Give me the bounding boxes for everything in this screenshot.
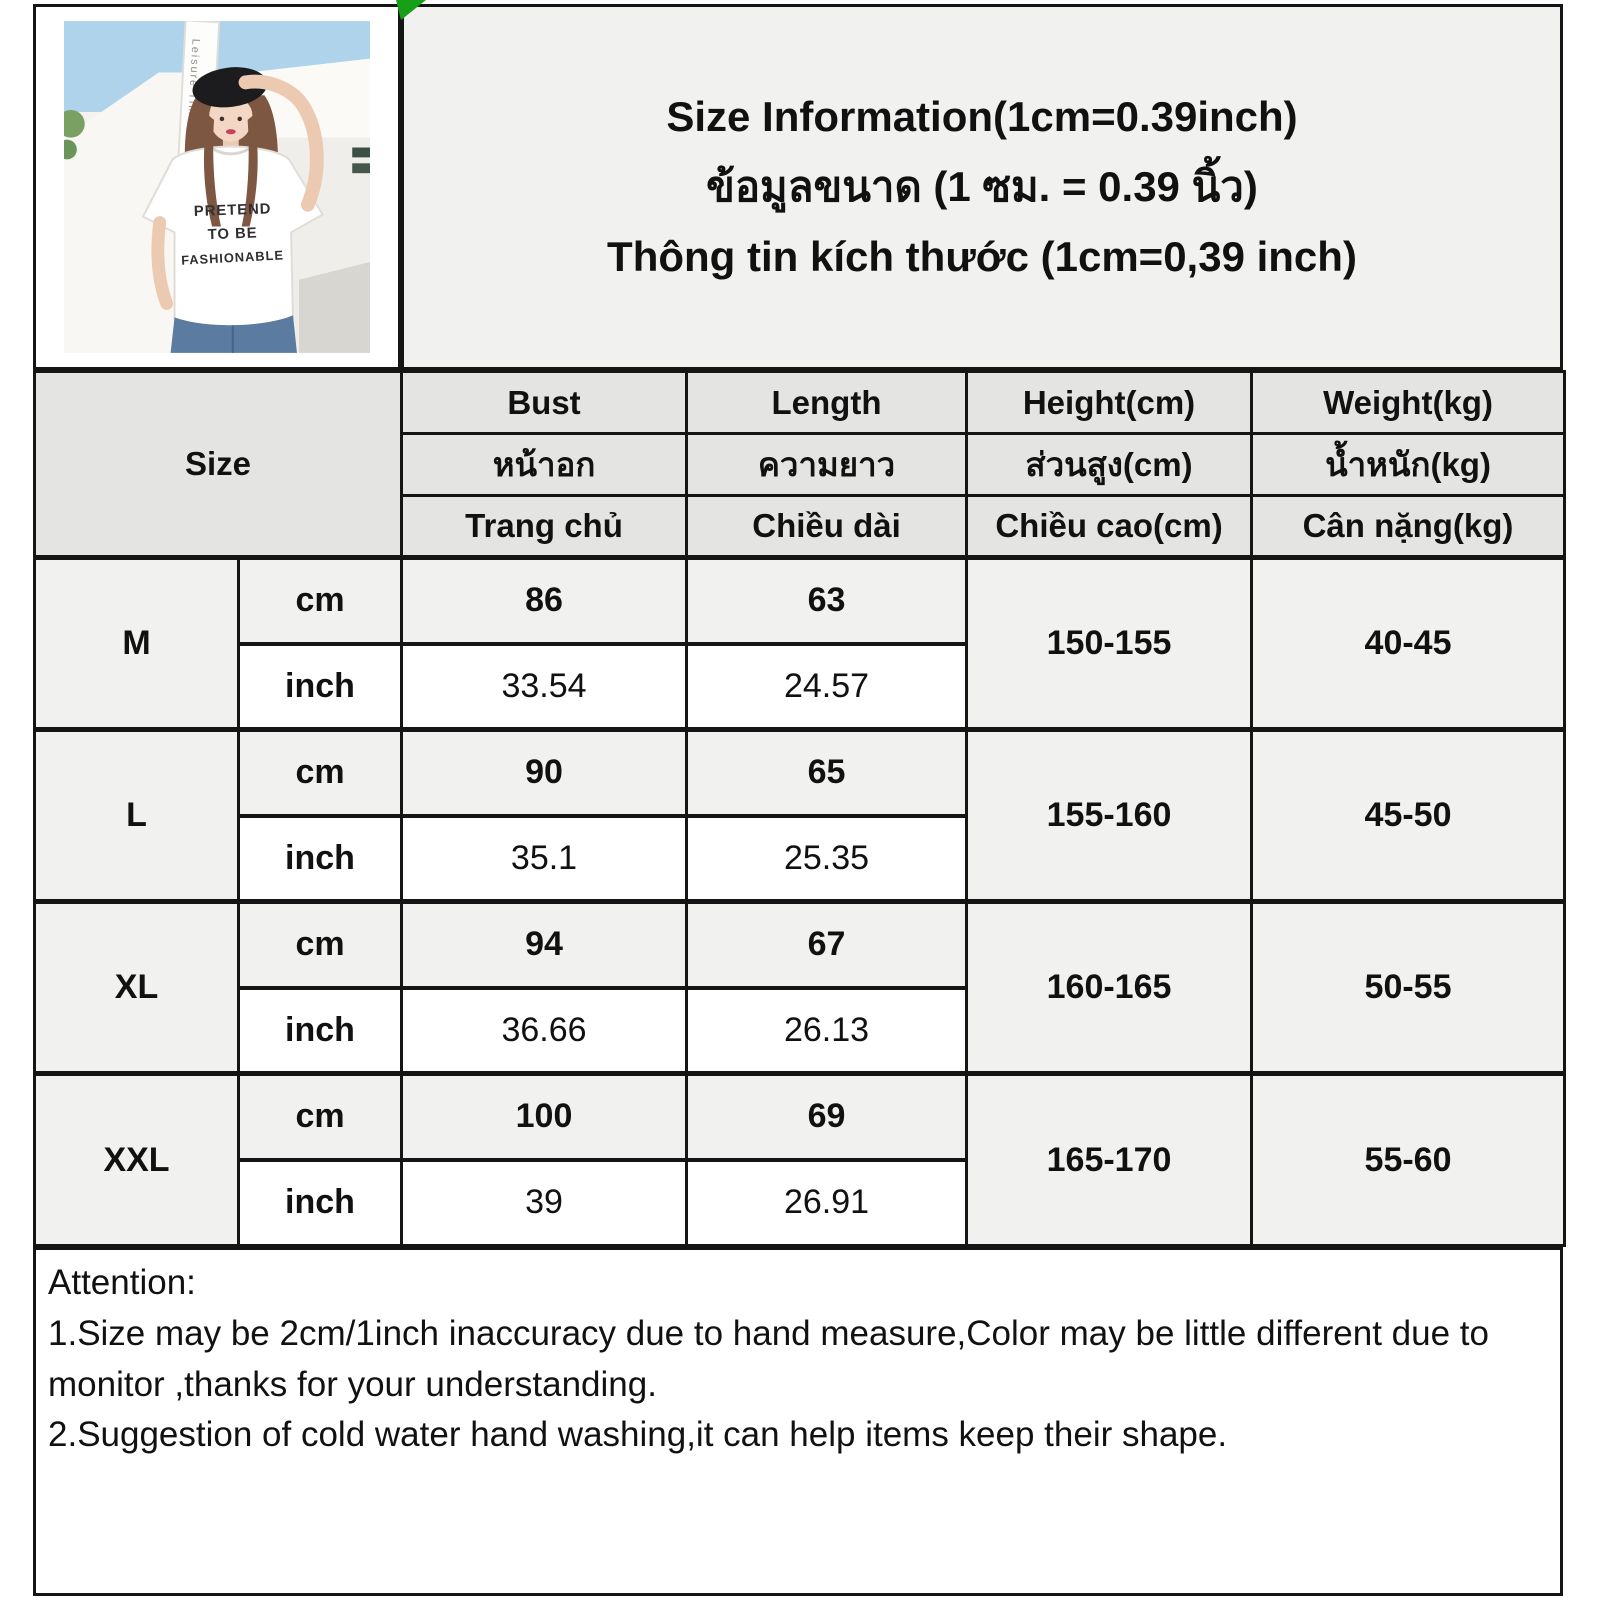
unit-inch: inch xyxy=(236,641,404,731)
row-xl-cm: XL cm 94 67 160-165 50-55 xyxy=(33,899,1567,1075)
m-bust-cm: 86 xyxy=(400,555,689,645)
unit-cm: cm xyxy=(236,555,404,645)
col-bust-en: Bust xyxy=(400,370,689,435)
title-box: Size Information(1cm=0.39inch) ข้อมูลขนา… xyxy=(401,4,1563,370)
row-xl-inch: inch 36.66 26.13 xyxy=(35,985,1565,1075)
xxl-length-inch: 26.91 xyxy=(685,1157,969,1247)
model-eye xyxy=(237,116,242,122)
size-table-body: M cm 86 63 150-155 40-45 inch 33.54 24.5… xyxy=(33,555,1567,1247)
green-corner-flag-icon xyxy=(396,0,426,20)
row-m-cm: M cm 86 63 150-155 40-45 xyxy=(33,555,1567,731)
col-height-vi: Chiều cao(cm) xyxy=(965,494,1254,560)
row-l-inch: inch 35.1 25.35 xyxy=(35,813,1565,903)
xl-bust-inch: 36.66 xyxy=(400,985,689,1075)
model-hand xyxy=(238,75,253,90)
col-bust-vi: Trang chủ xyxy=(400,494,689,560)
photo-window-slats xyxy=(352,163,370,174)
model-hair-strand xyxy=(203,114,221,227)
tshirt-print-line1: PRETEND xyxy=(194,201,272,220)
row-xxl-inch: inch 39 26.91 xyxy=(35,1157,1565,1247)
xxl-height: 165-170 xyxy=(965,1071,1254,1247)
size-label-m: M xyxy=(33,555,240,731)
row-m-inch: inch 33.54 24.57 xyxy=(35,641,1565,731)
title-thai: ข้อมูลขนาด (1 ซม. = 0.39 นิ้ว) xyxy=(706,162,1258,210)
unit-inch: inch xyxy=(236,1157,404,1247)
col-height-th: ส่วนสูง(cm) xyxy=(965,432,1254,497)
col-weight-vi: Cân nặng(kg) xyxy=(1250,494,1567,560)
col-weight-th: น้ำหนัก(kg) xyxy=(1250,432,1567,497)
xl-bust-cm: 94 xyxy=(400,899,689,989)
attention-heading: Attention: xyxy=(48,1263,196,1302)
header-row-en: Size Bust Length Height(cm) Weight(kg) xyxy=(32,370,1567,559)
photo-window-slats xyxy=(352,147,370,158)
row-l-cm: L cm 90 65 155-160 45-50 xyxy=(33,727,1567,903)
title-vietnamese: Thông tin kích thước (1cm=0,39 inch) xyxy=(607,233,1357,281)
xl-weight: 50-55 xyxy=(1250,899,1567,1075)
m-height: 150-155 xyxy=(965,555,1254,731)
model-photo: Leisure Time xyxy=(64,21,370,353)
photo-greenery xyxy=(64,110,85,138)
model-hair-strand xyxy=(241,114,258,227)
photo-greenery xyxy=(64,139,77,160)
xxl-weight: 55-60 xyxy=(1250,1071,1567,1247)
xl-height: 160-165 xyxy=(965,899,1254,1075)
model-lips xyxy=(225,129,236,135)
col-height-en: Height(cm) xyxy=(965,370,1254,435)
unit-cm: cm xyxy=(236,1071,404,1161)
model-eye xyxy=(219,116,225,122)
m-length-cm: 63 xyxy=(685,555,969,645)
title-english: Size Information(1cm=0.39inch) xyxy=(666,92,1298,140)
col-bust-th: หน้าอก xyxy=(400,432,689,497)
product-photo-box: Leisure Time xyxy=(33,4,401,370)
attention-box: Attention: 1.Size may be 2cm/1inch inacc… xyxy=(33,1247,1563,1596)
size-label-xxl: XXL xyxy=(33,1071,240,1247)
size-table: Size Bust Length Height(cm) Weight(kg) ห… xyxy=(32,370,1567,1247)
header-row-vi: Trang chủ Chiều dài Chiều cao(cm) Cân nặ… xyxy=(35,494,1567,560)
unit-cm: cm xyxy=(236,899,404,989)
l-bust-inch: 35.1 xyxy=(400,813,689,903)
row-xxl-cm: XXL cm 100 69 165-170 55-60 xyxy=(33,1071,1567,1247)
model-arm-down xyxy=(151,216,174,310)
size-label-xl: XL xyxy=(33,899,240,1075)
tshirt-print-line3: FASHIONABLE xyxy=(181,247,284,267)
xxl-length-cm: 69 xyxy=(685,1071,969,1161)
col-length-vi: Chiều dài xyxy=(685,494,969,560)
unit-inch: inch xyxy=(236,813,404,903)
xxl-bust-inch: 39 xyxy=(400,1157,689,1247)
unit-cm: cm xyxy=(236,727,404,817)
l-bust-cm: 90 xyxy=(400,727,689,817)
attention-note-1: 1.Size may be 2cm/1inch inaccuracy due t… xyxy=(48,1313,1489,1404)
attention-note-2: 2.Suggestion of cold water hand washing,… xyxy=(48,1415,1228,1455)
photo-ground-step xyxy=(298,262,370,353)
col-length-en: Length xyxy=(685,370,969,435)
xl-length-cm: 67 xyxy=(685,899,969,989)
l-length-inch: 25.35 xyxy=(685,813,969,903)
size-header-cell: Size xyxy=(32,370,404,559)
xxl-bust-cm: 100 xyxy=(400,1071,689,1161)
col-length-th: ความยาว xyxy=(685,432,969,497)
m-weight: 40-45 xyxy=(1250,555,1567,731)
model-arm-raised xyxy=(238,74,324,212)
size-table-header: Size Bust Length Height(cm) Weight(kg) ห… xyxy=(32,370,1567,560)
size-label-l: L xyxy=(33,727,240,903)
header-row-th: หน้าอก ความยาว ส่วนสูง(cm) น้ำหนัก(kg) xyxy=(35,432,1567,497)
m-bust-inch: 33.54 xyxy=(400,641,689,731)
xl-length-inch: 26.13 xyxy=(685,985,969,1075)
top-row: Leisure Time xyxy=(33,4,1563,370)
l-weight: 45-50 xyxy=(1250,727,1567,903)
size-chart-content: Leisure Time xyxy=(32,4,1567,1596)
l-length-cm: 65 xyxy=(685,727,969,817)
unit-inch: inch xyxy=(236,985,404,1075)
l-height: 155-160 xyxy=(965,727,1254,903)
tshirt-print-line2: TO BE xyxy=(207,225,257,243)
tshirt-neckline xyxy=(211,147,251,156)
col-weight-en: Weight(kg) xyxy=(1250,370,1567,435)
m-length-inch: 24.57 xyxy=(685,641,969,731)
